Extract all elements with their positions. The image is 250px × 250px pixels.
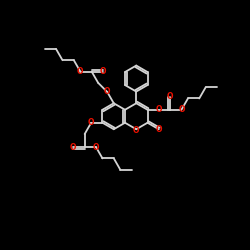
Text: O: O (93, 142, 99, 152)
Text: O: O (100, 67, 106, 76)
Text: O: O (70, 142, 76, 152)
Text: O: O (167, 92, 173, 101)
Text: O: O (77, 67, 84, 76)
Text: O: O (104, 88, 110, 96)
Text: O: O (178, 105, 185, 114)
Text: O: O (133, 126, 140, 135)
Text: O: O (156, 105, 162, 114)
Text: O: O (88, 118, 94, 127)
Text: O: O (156, 125, 162, 134)
